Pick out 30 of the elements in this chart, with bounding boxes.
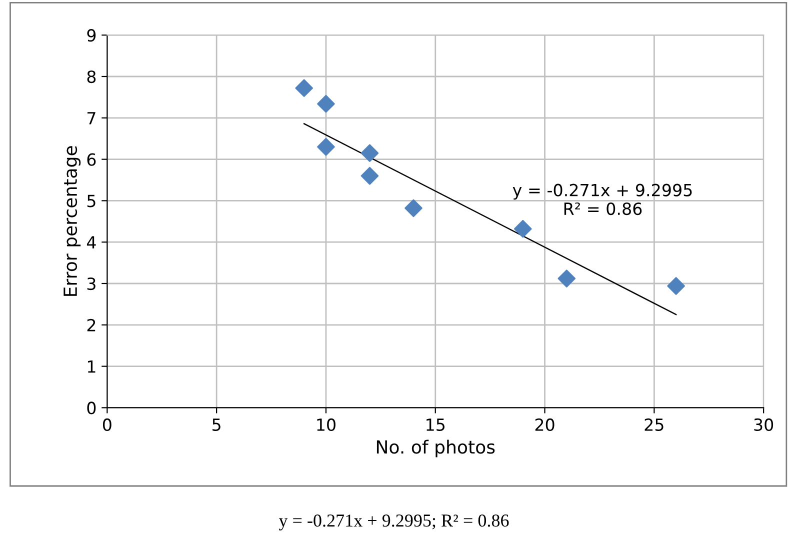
x-tick-label: 10 xyxy=(317,418,336,432)
y-tick-label: 4 xyxy=(86,236,96,248)
point xyxy=(317,94,335,113)
y-tick-label: 3 xyxy=(87,277,96,290)
y-tick-label: 5 xyxy=(87,194,96,208)
x-tick-label: 30 xyxy=(754,418,774,432)
y-tick-label: 9 xyxy=(87,29,96,42)
point xyxy=(317,138,335,156)
y-tick-label: 6 xyxy=(87,153,96,166)
point xyxy=(295,79,313,98)
y-axis-title: Error percentage xyxy=(64,146,81,296)
y-tick-label: 8 xyxy=(87,70,96,84)
point xyxy=(558,270,576,288)
y-tick-label: 0 xyxy=(87,402,96,414)
x-tick-label: 5 xyxy=(212,418,220,432)
point xyxy=(360,144,379,162)
text: y = -0.271x + 9.2995; R² = 0.86 xyxy=(278,514,509,530)
x-axis-title: No. of photos xyxy=(376,440,495,458)
x-tick-label: 25 xyxy=(644,418,664,432)
y-tick-label: 1 xyxy=(88,360,96,373)
point xyxy=(360,166,379,185)
x-tick-label: 0 xyxy=(102,418,112,432)
y-tick-label: 2 xyxy=(87,318,96,332)
point xyxy=(514,220,532,238)
point xyxy=(667,277,685,295)
point xyxy=(404,199,422,218)
annotation: y = -0.271x + 9.2995 R² = 0.86 xyxy=(512,184,692,216)
y-tick-label: 7 xyxy=(88,112,96,124)
x-tick-label: 15 xyxy=(426,418,445,432)
x-tick-label: 20 xyxy=(535,418,554,432)
